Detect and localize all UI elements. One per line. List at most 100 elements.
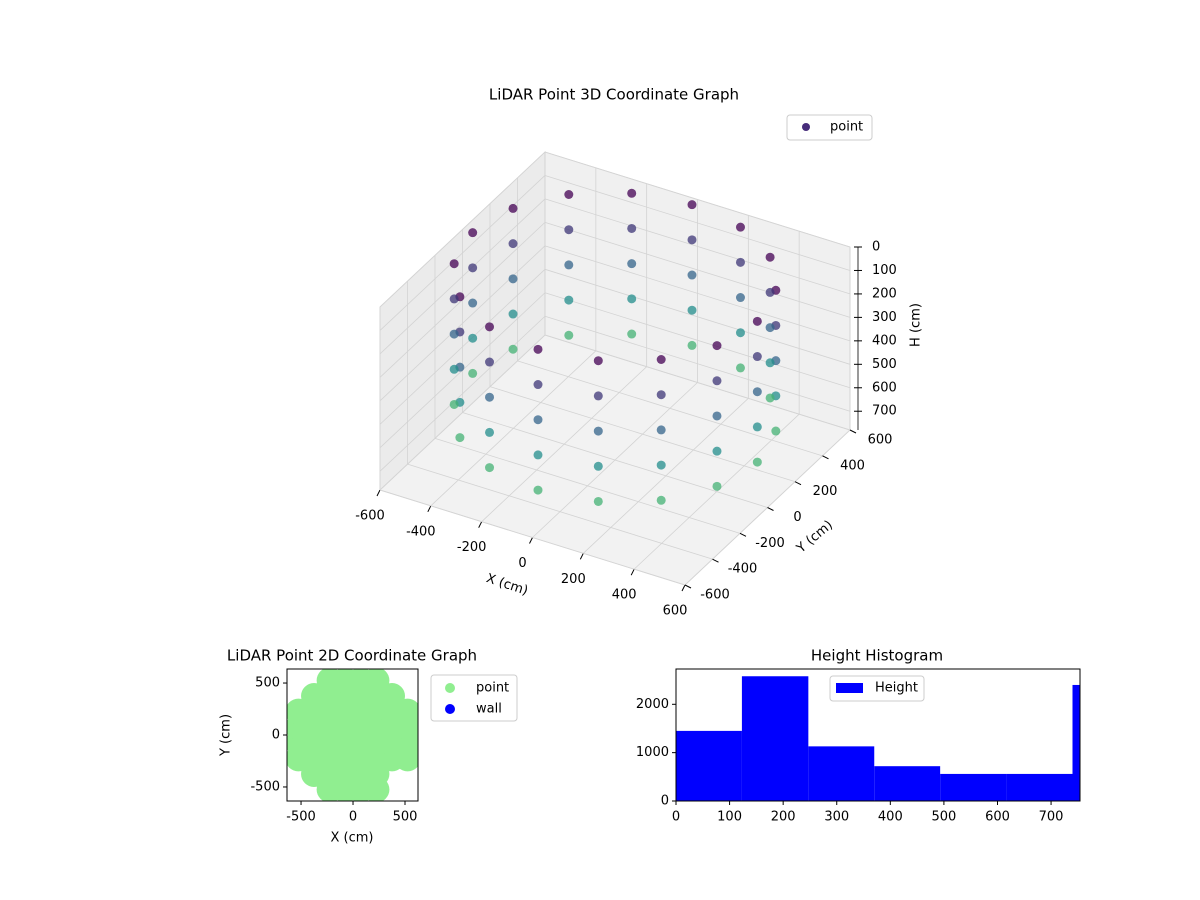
point [627, 294, 637, 304]
plot-area [287, 669, 418, 801]
point [449, 259, 459, 269]
point [449, 329, 459, 339]
point [752, 352, 762, 362]
point [765, 252, 775, 262]
legend-label: point [830, 120, 863, 135]
x-tick-label: 700 [1039, 810, 1064, 825]
y-tick-label: -200 [755, 536, 785, 551]
grid-line [517, 360, 823, 457]
legend-label: Height [875, 681, 918, 696]
point [508, 239, 518, 249]
chart-title: LiDAR Point 3D Coordinate Graph [489, 86, 739, 104]
point [508, 309, 518, 319]
point [735, 293, 745, 303]
grid-line [489, 386, 796, 483]
z-tick-label: 400 [872, 333, 897, 348]
point [627, 188, 637, 198]
z-axis-label: H (cm) [909, 303, 924, 347]
x-tick-label: 0 [349, 810, 357, 825]
point [593, 426, 603, 436]
point [593, 391, 603, 401]
y-tick-label: -600 [700, 588, 730, 603]
point [712, 411, 722, 421]
legend-box [786, 114, 873, 141]
y-tick [767, 507, 774, 511]
point [752, 422, 762, 432]
x-tick-label: 500 [931, 810, 956, 825]
x-tick-label: 200 [561, 572, 586, 587]
point [656, 355, 666, 364]
grid-line [379, 315, 546, 472]
grid-line [544, 198, 851, 295]
x-tick-label: 200 [771, 810, 796, 825]
point [765, 287, 775, 297]
grid-line [544, 315, 851, 412]
point [468, 333, 478, 343]
point [468, 368, 478, 378]
grid-line [544, 334, 851, 431]
chart-title: LiDAR Point 2D Coordinate Graph [227, 647, 477, 665]
point [533, 485, 543, 495]
grid-line [544, 292, 851, 389]
grid-line [379, 198, 546, 355]
point [533, 415, 543, 425]
point [593, 461, 603, 471]
point [656, 390, 666, 400]
point [394, 698, 418, 725]
grid-line [407, 463, 713, 560]
x-tick-label: 100 [717, 810, 742, 825]
bar [741, 676, 809, 801]
point [533, 344, 543, 354]
grid-line [434, 437, 741, 534]
x-tick-label: -600 [355, 509, 385, 524]
bar [874, 766, 941, 801]
point [485, 357, 495, 367]
point [485, 463, 495, 473]
x-tick-label: 600 [985, 810, 1010, 825]
bar [1072, 684, 1080, 801]
x-axis-label: X (cm) [484, 571, 530, 599]
point [627, 223, 637, 233]
x-tick-label: -500 [286, 810, 316, 825]
x-tick-label: -400 [406, 524, 436, 539]
legend-marker [802, 123, 810, 131]
z-tick-label: 200 [872, 286, 897, 301]
point [627, 329, 637, 339]
point [508, 274, 518, 284]
y-tick-label: 600 [868, 433, 893, 448]
legend-marker [445, 704, 455, 714]
y-tick [794, 481, 802, 486]
y-tick-label: 400 [840, 458, 865, 473]
x-tick-label: 0 [518, 556, 526, 571]
grid-line [544, 175, 851, 271]
point [468, 228, 478, 238]
x-tick [427, 505, 432, 513]
y-tick-label: 200 [813, 484, 838, 499]
point [712, 446, 722, 456]
y-axis-label: Y (cm) [219, 714, 234, 757]
grid-line [462, 412, 768, 508]
y-tick [684, 584, 692, 589]
x-tick-label: 0 [672, 810, 680, 825]
point [656, 495, 666, 505]
y-tick-label: 1000 [636, 745, 669, 760]
point [485, 427, 495, 437]
x-tick [478, 521, 483, 528]
point [485, 322, 495, 332]
x-tick [630, 568, 635, 576]
bar [676, 730, 742, 801]
y-tick [739, 532, 747, 537]
y-tick [822, 455, 829, 460]
point [449, 294, 459, 304]
point [564, 260, 574, 270]
y-tick-label: 0 [793, 510, 801, 525]
x-tick [681, 584, 686, 592]
legend-marker [445, 683, 455, 693]
point [449, 399, 459, 409]
x-tick-label: 500 [393, 810, 418, 825]
point [656, 460, 666, 470]
point [455, 433, 465, 443]
legend-label: point [476, 681, 509, 696]
x-tick-label: -200 [457, 540, 487, 555]
